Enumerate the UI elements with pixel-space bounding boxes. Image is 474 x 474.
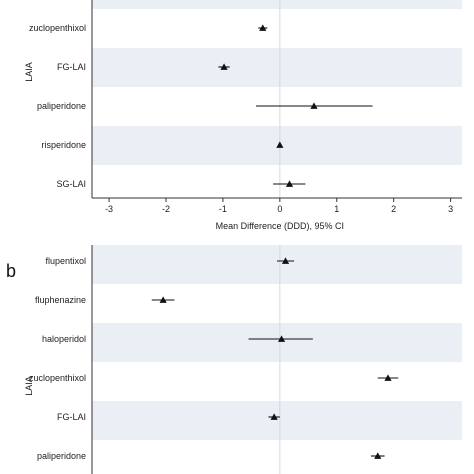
panel-a-group-label: LAIA bbox=[24, 62, 34, 82]
panel-b-row-band bbox=[92, 245, 462, 284]
panel-a-row-band bbox=[92, 9, 462, 48]
panel-b-point-estimate bbox=[270, 413, 278, 420]
panel-b-group-label: LAIA bbox=[24, 376, 34, 396]
panel-b-point-estimate bbox=[374, 452, 382, 459]
panel-a: zuclopenthixol FG-LAI paliperidone risperid… bbox=[24, 0, 462, 231]
panel-b-row-label: flupentixol bbox=[45, 256, 86, 266]
panel-b-row-label: paliperidone bbox=[37, 451, 86, 461]
panel-a-point-estimate bbox=[285, 180, 294, 187]
panel-b-row-label: zuclopenthixol bbox=[29, 373, 86, 383]
panel-a-x-tick-label: 1 bbox=[334, 204, 339, 214]
panel-a-point-estimate bbox=[276, 141, 284, 148]
panel-b-point-estimate bbox=[277, 335, 286, 342]
panel-a-row-label: zuclopenthixol bbox=[29, 23, 86, 33]
panel-b-row-label: haloperidol bbox=[42, 334, 86, 344]
panel-a-point-estimate bbox=[220, 63, 228, 70]
panel-a-x-tick-label: -2 bbox=[162, 204, 170, 214]
panel-b-row-band bbox=[92, 401, 462, 440]
panel-a-point-estimate bbox=[259, 24, 267, 31]
panel-a-row-label: paliperidone bbox=[37, 101, 86, 111]
panel-b-row-label: FG-LAI bbox=[57, 412, 86, 422]
panel-a-x-tick-label: -1 bbox=[219, 204, 227, 214]
panel-a-x-tick-label: -3 bbox=[105, 204, 113, 214]
panel-a-x-tick-label: 0 bbox=[277, 204, 282, 214]
panel-b-point-estimate bbox=[159, 296, 167, 303]
panel-a-row-band bbox=[92, 0, 462, 9]
panel-b-point-estimate bbox=[281, 257, 290, 264]
panel-a-x-tick-label: 3 bbox=[448, 204, 453, 214]
panel-b-row-band bbox=[92, 362, 462, 401]
panel-a-row-band bbox=[92, 165, 462, 198]
panel-b-row-band bbox=[92, 440, 462, 474]
panel-a-row-bands bbox=[92, 0, 462, 198]
panel-a-row-label: risperidone bbox=[41, 140, 86, 150]
panel-b-label: b bbox=[6, 261, 16, 281]
panel-a-row-band bbox=[92, 126, 462, 165]
panel-a-x-ticks: -3 -2 -1 0 1 2 3 bbox=[105, 198, 453, 214]
panel-b-point-estimate bbox=[384, 374, 392, 381]
panel-a-x-axis-title: Mean Difference (DDD), 95% CI bbox=[216, 221, 344, 231]
panel-b-row-bands bbox=[92, 245, 462, 474]
panel-b-row-band bbox=[92, 323, 462, 362]
panel-a-row-label: FG-LAI bbox=[57, 62, 86, 72]
panel-a-rows: zuclopenthixol FG-LAI paliperidone risperid… bbox=[29, 23, 373, 189]
panel-b-row-band bbox=[92, 284, 462, 323]
panel-b-rows: flupentixol fluphenazine haloperidol zuclop… bbox=[29, 256, 399, 461]
panel-a-point-estimate bbox=[310, 102, 318, 109]
panel-a-row-band bbox=[92, 48, 462, 87]
panel-b-row-label: fluphenazine bbox=[35, 295, 86, 305]
panel-a-x-tick-label: 2 bbox=[391, 204, 396, 214]
panel-b: b flupentixol fluphenazine haloperidol zucl… bbox=[6, 245, 462, 474]
panel-a-row-label: SG-LAI bbox=[56, 179, 86, 189]
